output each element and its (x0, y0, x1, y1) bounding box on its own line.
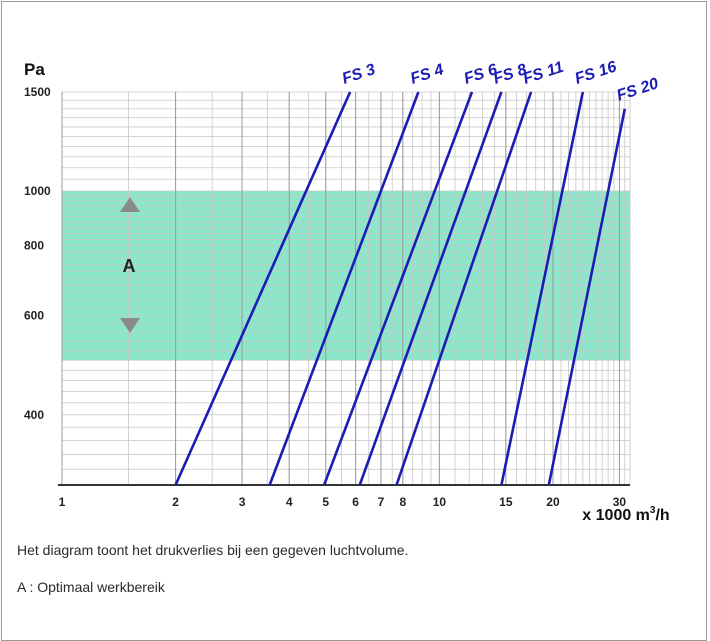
series-line (268, 91, 420, 486)
x-tick-label: 20 (546, 495, 560, 509)
zone-arrow-down-icon (120, 318, 140, 333)
x-tick-label: 3 (239, 495, 246, 509)
pressure-loss-chart: 1500 1000 800 600 400 1 2 3 4 5 6 7 8 10 15 20 30 Pa x 100… (24, 58, 670, 524)
x-tick-label: 2 (172, 495, 179, 509)
series-line (358, 91, 503, 486)
y-tick-label: 1500 (24, 85, 51, 99)
zone-arrow-up-icon (120, 197, 140, 212)
series-label: FS 4 (408, 61, 445, 88)
x-tick-label: 6 (352, 495, 359, 509)
y-tick-label: 400 (24, 408, 44, 422)
x-tick-label: 1 (59, 495, 66, 509)
x-tick-label: 8 (399, 495, 406, 509)
x-tick-label: 4 (286, 495, 293, 509)
series-label: FS 16 (573, 58, 619, 87)
caption-description: Het diagram toont het drukverlies bij ee… (17, 542, 409, 558)
x-tick-label: 5 (322, 495, 329, 509)
zone-label: A (123, 256, 136, 276)
x-tick-label: 10 (433, 495, 447, 509)
series-line (395, 91, 533, 486)
series-label: FS 3 (340, 61, 377, 88)
series-label: FS 20 (615, 75, 661, 104)
x-axis-label: x 1000 m3/h (582, 505, 669, 524)
series-line (500, 91, 585, 486)
y-tick-label: 1000 (24, 184, 51, 198)
series-line (547, 108, 627, 486)
y-tick-label: 600 (24, 309, 44, 323)
series-line (322, 91, 474, 486)
y-axis-label: Pa (24, 60, 45, 79)
x-tick-label: 15 (499, 495, 513, 509)
series-label: FS 11 (521, 59, 566, 88)
y-tick-label: 800 (24, 238, 44, 252)
caption-legend-a: A : Optimaal werkbereik (17, 579, 165, 595)
series-line (174, 91, 352, 486)
x-tick-label: 30 (613, 495, 627, 509)
x-tick-label: 7 (378, 495, 385, 509)
